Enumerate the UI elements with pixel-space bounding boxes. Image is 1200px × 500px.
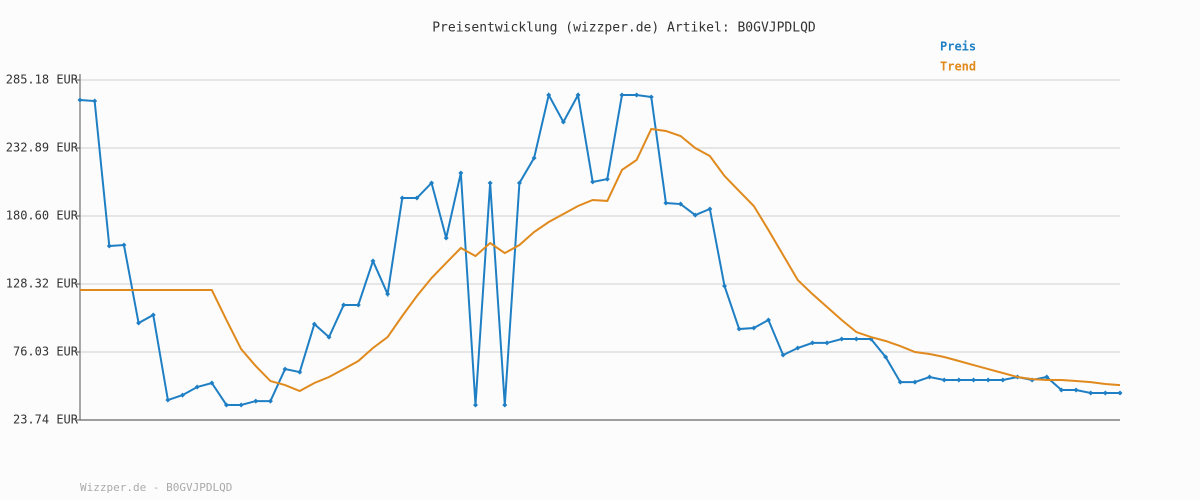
data-point — [1044, 374, 1050, 380]
data-point — [1073, 387, 1079, 393]
data-point — [560, 119, 566, 125]
data-point — [150, 312, 156, 318]
data-point — [106, 243, 112, 249]
legend-entry: Trend — [940, 60, 976, 74]
data-point — [1000, 377, 1006, 383]
data-point — [634, 92, 640, 98]
data-point — [311, 321, 317, 327]
y-tick-label: 232.89 EUR — [6, 141, 79, 155]
data-point — [1058, 387, 1064, 393]
data-point — [809, 340, 815, 346]
data-point — [209, 380, 215, 386]
data-point — [912, 379, 918, 385]
data-point — [897, 379, 903, 385]
data-point — [165, 397, 171, 403]
footer: Wizzper.de - B0GVJPDLQD — [80, 481, 232, 494]
data-point — [414, 195, 420, 201]
data-point — [619, 92, 625, 98]
data-point — [971, 377, 977, 383]
data-point — [883, 354, 889, 360]
data-point — [502, 402, 508, 408]
data-point — [780, 352, 786, 358]
data-point — [956, 377, 962, 383]
data-point — [92, 98, 98, 104]
data-point — [472, 402, 478, 408]
data-point — [751, 325, 757, 331]
data-point — [341, 302, 347, 308]
data-point — [1117, 390, 1123, 396]
data-point — [458, 170, 464, 176]
data-point — [604, 176, 610, 182]
data-point — [795, 345, 801, 351]
data-point — [575, 92, 581, 98]
legend-entry: Preis — [940, 40, 976, 54]
data-point — [1102, 390, 1108, 396]
data-point — [355, 302, 361, 308]
series-line — [80, 127, 1121, 393]
data-point — [531, 155, 537, 161]
y-tick-label: 285.18 EUR — [6, 73, 79, 87]
data-point — [546, 92, 552, 98]
y-tick-label: 128.32 EUR — [6, 276, 79, 290]
data-point — [941, 377, 947, 383]
data-point — [927, 374, 933, 380]
data-point — [429, 180, 435, 186]
data-point — [648, 94, 654, 100]
data-point — [121, 242, 127, 248]
y-tick-label: 76.03 EUR — [13, 344, 79, 358]
data-point — [282, 366, 288, 372]
data-point — [663, 200, 669, 206]
data-point — [399, 195, 405, 201]
data-point — [238, 402, 244, 408]
data-point — [253, 398, 259, 404]
data-point — [370, 258, 376, 264]
data-point — [326, 334, 332, 340]
data-point — [707, 206, 713, 212]
data-point — [853, 336, 859, 342]
data-point — [692, 212, 698, 218]
data-point — [736, 326, 742, 332]
y-tick-label: 180.60 EUR — [6, 209, 79, 223]
data-point — [678, 201, 684, 207]
y-tick-label: 23.74 EUR — [13, 413, 79, 427]
data-point — [136, 320, 142, 326]
data-point — [297, 369, 303, 375]
data-point — [385, 291, 391, 297]
data-point — [824, 340, 830, 346]
data-point — [765, 317, 771, 323]
data-point — [722, 283, 728, 289]
data-point — [839, 336, 845, 342]
data-point — [443, 235, 449, 241]
data-point — [590, 179, 596, 185]
data-point — [1088, 390, 1094, 396]
data-point — [194, 384, 200, 390]
data-point — [985, 377, 991, 383]
data-point — [516, 180, 522, 186]
data-point — [180, 392, 186, 398]
data-point — [267, 398, 273, 404]
chart-title: Preisentwicklung (wizzper.de) Artikel: B… — [432, 21, 816, 36]
data-point — [223, 402, 229, 408]
data-point — [77, 97, 83, 103]
data-point — [487, 180, 493, 186]
